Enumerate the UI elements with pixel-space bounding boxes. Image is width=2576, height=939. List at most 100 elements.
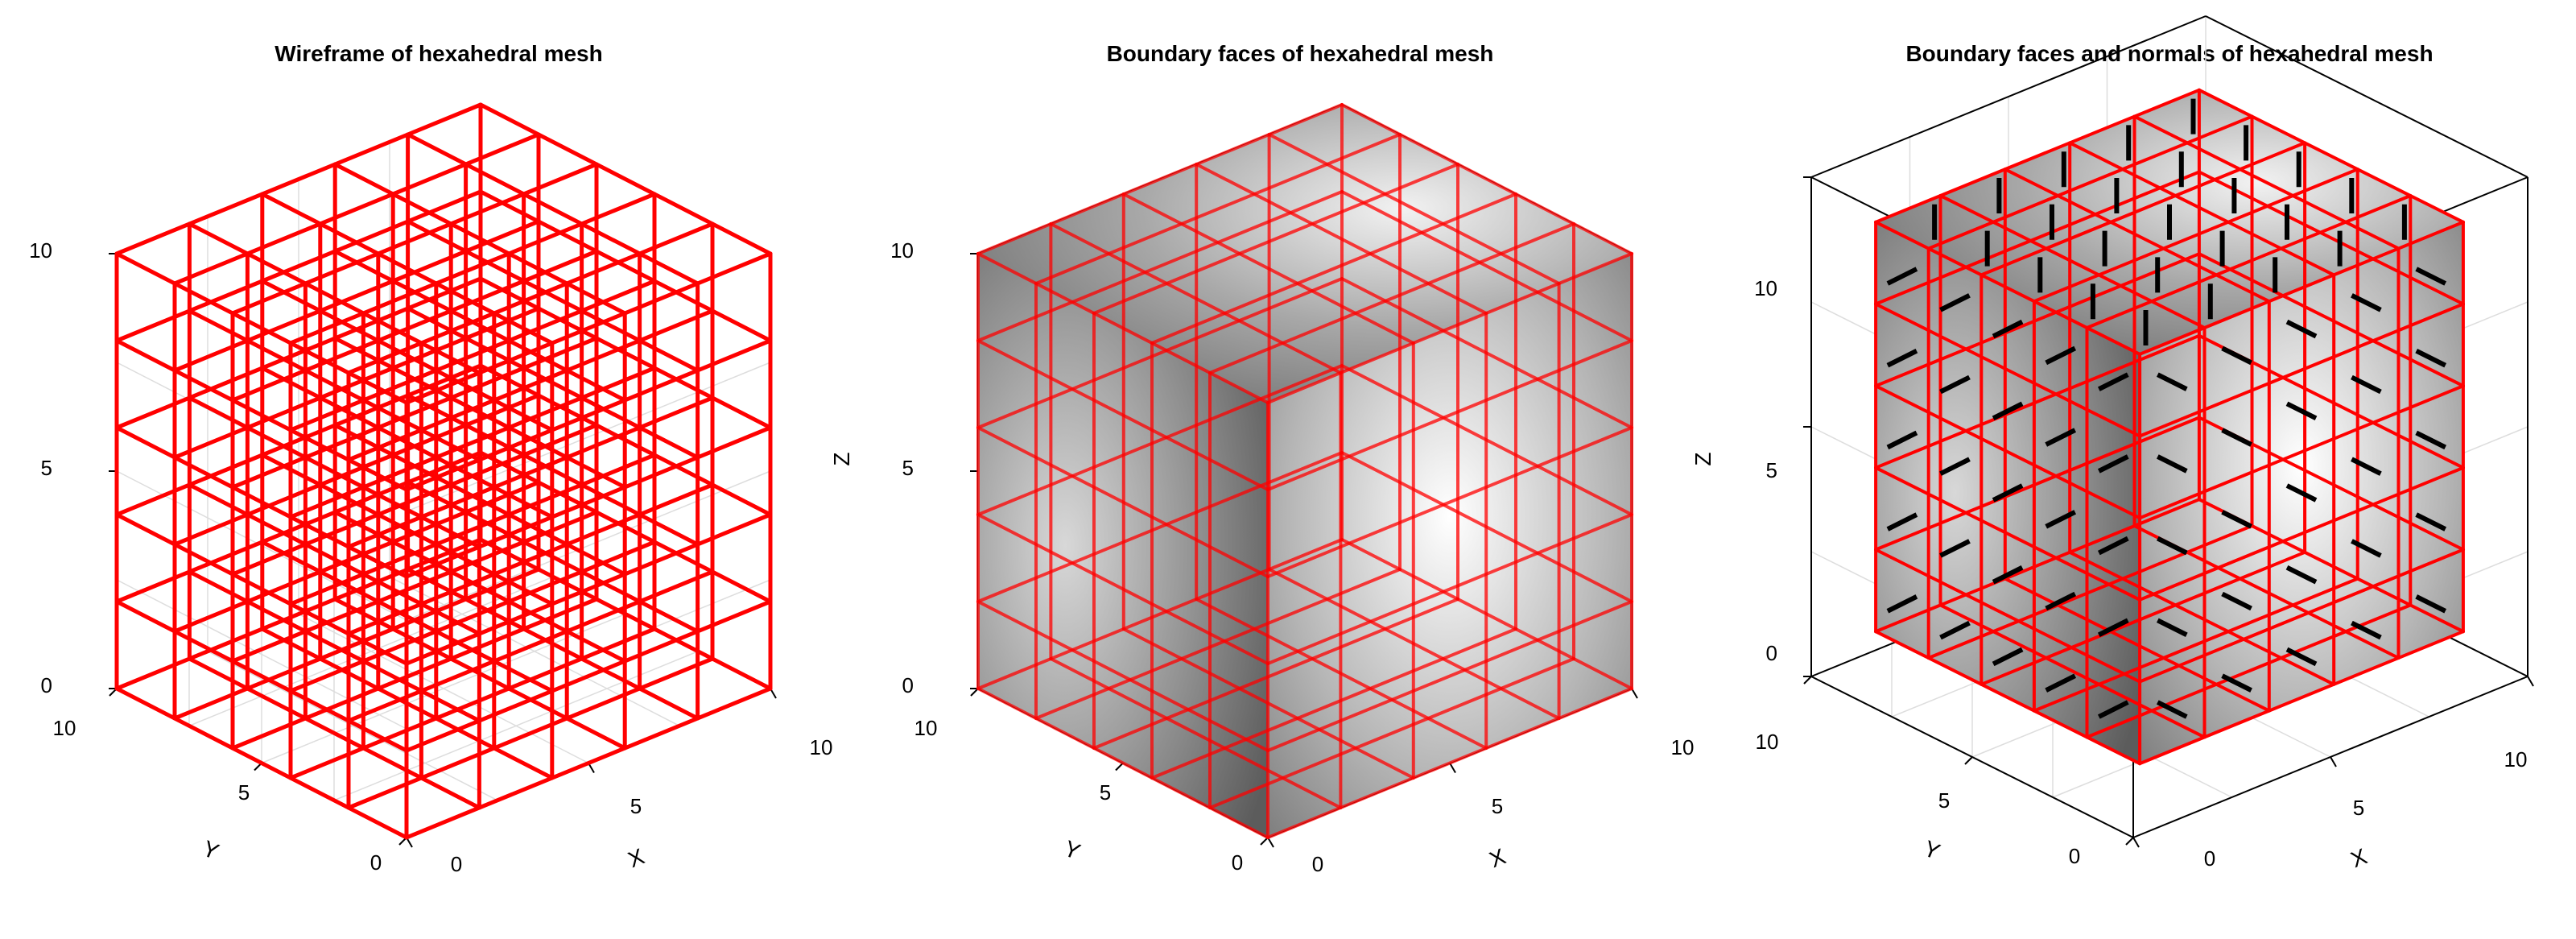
x-tick-label: 5	[1492, 794, 1503, 818]
y-tick-label: 10	[914, 716, 938, 740]
z-tick-label: 5	[1766, 458, 1777, 482]
z-tick-label: 10	[1754, 276, 1777, 300]
panel-title: Boundary faces and normals of hexahedral…	[1905, 41, 2433, 66]
normal-vector	[2156, 372, 2188, 391]
tick-mark	[1115, 762, 1124, 771]
normal-vector	[2285, 319, 2318, 339]
mesh-edge	[187, 656, 481, 810]
z-tick-label: 10	[890, 238, 914, 263]
mesh-edge	[976, 538, 1344, 690]
mesh-edge	[976, 600, 1269, 752]
normal-vector	[2097, 618, 2129, 637]
normal-vector	[2221, 591, 2252, 611]
normal-vector	[2156, 536, 2188, 556]
normal-vector	[2045, 428, 2077, 447]
mesh-edge	[406, 219, 700, 373]
mesh-edge	[976, 687, 1269, 839]
tick-mark	[1267, 837, 1274, 848]
normal-vector	[1886, 349, 1918, 368]
mesh-edge	[114, 276, 483, 430]
mesh-edge	[1266, 339, 1633, 491]
mesh-edge	[1874, 384, 2142, 520]
mesh-edge	[478, 537, 773, 691]
normal-vector	[1886, 594, 1918, 614]
z-tick-label: 0	[41, 673, 52, 697]
mesh-edge	[230, 336, 599, 490]
panel-faces: Boundary faces of hexahedral mesh 10 5 0…	[890, 41, 1715, 876]
mesh-edge	[332, 510, 627, 664]
normal-vector	[2097, 700, 2129, 719]
normal-vector	[1939, 374, 1971, 395]
face-normals	[1886, 98, 2447, 719]
normal-vector	[1939, 457, 1971, 476]
z-tick-label: 0	[1766, 641, 1777, 665]
x-axis-label: X	[1486, 843, 1509, 872]
tick-mark	[2330, 756, 2337, 767]
mesh-edge	[1266, 687, 1633, 839]
mesh-edge	[1874, 252, 2201, 388]
mesh-edge	[406, 306, 700, 460]
x-tick-label: 0	[451, 852, 462, 876]
mesh-edge	[1266, 426, 1633, 578]
y-tick-label: 0	[370, 850, 382, 875]
normal-vector	[2045, 591, 2077, 611]
mesh-edge	[1938, 194, 2207, 329]
mesh-edge	[1121, 627, 1415, 780]
mesh-edge	[1208, 657, 1575, 809]
mesh-edge	[1874, 333, 2201, 470]
mesh-edge	[230, 162, 599, 316]
mesh-edge	[404, 599, 773, 753]
normal-vector	[2415, 267, 2447, 286]
mesh-edge	[1874, 630, 2142, 766]
mesh-edge	[114, 599, 409, 753]
tick-mark	[970, 688, 979, 697]
normal-vector	[2415, 349, 2447, 368]
mesh-edge	[288, 453, 657, 606]
mesh-edge	[478, 276, 773, 430]
mesh-edge	[1874, 465, 2142, 602]
mesh-edge	[976, 451, 1344, 603]
tick-mark	[1449, 762, 1456, 774]
x-axis-label: X	[625, 843, 648, 872]
normal-vector	[1992, 565, 2024, 585]
mesh-edge	[172, 393, 541, 547]
normal-vector	[1992, 401, 2024, 420]
mesh-edge	[1266, 252, 1633, 404]
mesh-edge	[1267, 568, 1561, 720]
mesh-edge	[172, 306, 541, 460]
mesh-wireframe	[114, 102, 773, 840]
normal-vector	[2097, 536, 2129, 556]
z-tick-label: 5	[902, 456, 914, 480]
mesh-edge	[404, 686, 773, 840]
mesh-edge	[1874, 548, 2142, 684]
normal-vector	[2285, 401, 2318, 420]
normal-vector	[1992, 647, 2024, 667]
mesh-edge	[976, 277, 1344, 429]
normal-vector	[2351, 293, 2382, 312]
axis-edge	[1810, 15, 2207, 178]
mesh-edge	[172, 480, 541, 634]
x-tick-label: 0	[1312, 852, 1323, 876]
grid-line	[261, 613, 626, 764]
y-axis-label: Y	[1920, 836, 1943, 865]
mesh-edge	[478, 363, 773, 517]
mesh-edge	[2068, 550, 2336, 686]
mesh-edge	[1874, 498, 2201, 634]
x-tick-label: 10	[1671, 735, 1695, 759]
mesh-edge	[1266, 600, 1633, 752]
tick-mark	[1260, 837, 1269, 846]
mesh-edge	[1034, 568, 1402, 720]
y-axis-label: Y	[1060, 836, 1084, 865]
mesh-edge	[2068, 141, 2336, 277]
normal-vector	[2415, 512, 2447, 532]
mesh-edge	[230, 510, 599, 664]
panel-title: Boundary faces of hexahedral mesh	[1107, 41, 1494, 66]
panel-title: Wireframe of hexahedral mesh	[275, 41, 602, 66]
normal-vector	[1886, 430, 1918, 450]
mesh-edge	[1150, 627, 1517, 780]
normal-vector	[2415, 594, 2447, 614]
normal-vector	[1886, 267, 1918, 286]
normal-vector	[2045, 345, 2077, 366]
mesh-edge	[406, 393, 700, 547]
normal-vector	[1939, 620, 1971, 640]
